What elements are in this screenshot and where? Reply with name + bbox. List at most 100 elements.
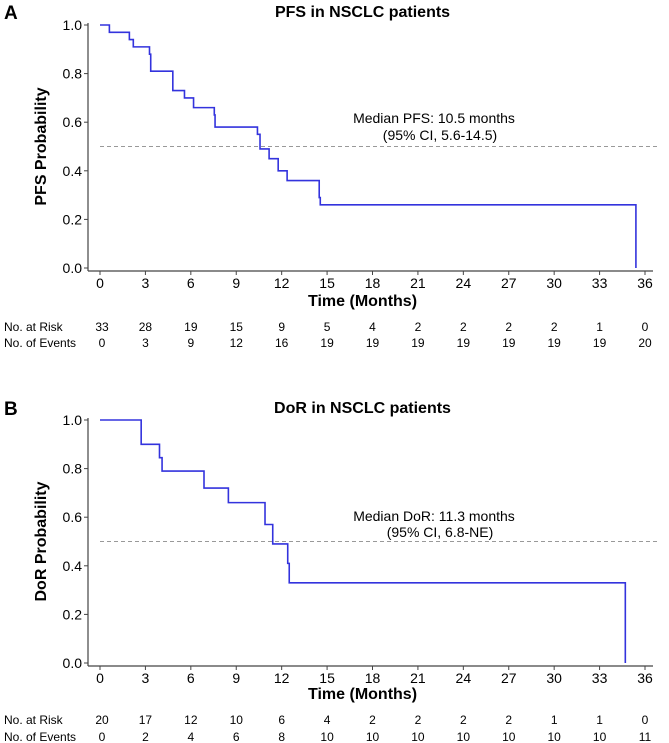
risk-value: 19 — [366, 336, 380, 350]
risk-value: 0 — [99, 336, 106, 350]
survival-curve — [100, 24, 637, 268]
risk-value: 19 — [547, 336, 561, 350]
x-axis-label: Time (Months) — [308, 686, 417, 703]
risk-value: 2 — [551, 320, 558, 334]
risk-value: 2 — [460, 320, 467, 334]
risk-row-label: No. of Events — [4, 336, 76, 350]
x-tick-label: 24 — [456, 670, 472, 686]
panel-a: A PFS in NSCLC patients 0.0 0.2 0.4 0.6 0.8 1.0… — [4, 3, 657, 350]
panel-label: B — [4, 399, 18, 420]
risk-value: 9 — [187, 336, 194, 350]
y-tick-label: 0.0 — [63, 260, 83, 276]
risk-value: 10 — [411, 730, 425, 743]
x-tick-label: 6 — [187, 275, 195, 291]
x-tick-label: 36 — [637, 670, 653, 686]
x-tick-label: 3 — [142, 670, 150, 686]
x-tick-label: 9 — [232, 275, 240, 291]
risk-value: 20 — [95, 713, 109, 727]
risk-value: 4 — [324, 713, 331, 727]
median-ci-annotation: (95% CI, 6.8-NE) — [387, 524, 494, 540]
x-tick-label: 15 — [319, 275, 335, 291]
y-tick-label: 0.2 — [63, 606, 83, 622]
x-tick-label: 30 — [546, 275, 562, 291]
risk-value: 15 — [230, 320, 244, 334]
y-tick-label: 0.8 — [63, 66, 83, 82]
x-tick-label: 12 — [274, 275, 290, 291]
x-tick-label: 12 — [274, 670, 290, 686]
risk-value: 10 — [366, 730, 380, 743]
x-tick-label: 36 — [637, 275, 653, 291]
risk-value: 19 — [593, 336, 607, 350]
x-tick-label: 21 — [410, 670, 426, 686]
panel-b: B DoR in NSCLC patients 0.0 0.2 0.4 0.6 0.8 1.0… — [4, 399, 657, 743]
x-tick-label: 18 — [365, 670, 381, 686]
risk-row-label: No. of Events — [4, 730, 76, 743]
y-axis-label: PFS Probability — [33, 87, 50, 205]
x-tick-label: 0 — [96, 670, 104, 686]
chart-title: PFS in NSCLC patients — [275, 4, 450, 21]
x-tick-label: 33 — [592, 275, 608, 291]
y-tick-label: 1.0 — [63, 412, 83, 428]
risk-value: 0 — [99, 730, 106, 743]
y-tick-label: 0.8 — [63, 461, 83, 477]
x-tick-label: 24 — [456, 275, 472, 291]
risk-value: 3 — [142, 336, 149, 350]
x-tick-label: 21 — [410, 275, 426, 291]
y-tick-label: 1.0 — [63, 17, 83, 33]
x-tick-label: 33 — [592, 670, 608, 686]
y-tick-label: 0.4 — [63, 558, 83, 574]
x-tick-label: 6 — [187, 670, 195, 686]
y-tick-label: 0.4 — [63, 163, 83, 179]
median-annotation: Median DoR: 11.3 months — [353, 508, 515, 524]
x-tick-label: 9 — [232, 670, 240, 686]
panel-label: A — [4, 3, 18, 24]
risk-value: 1 — [596, 320, 603, 334]
y-axis-label: DoR Probability — [33, 481, 50, 601]
risk-value: 19 — [457, 336, 471, 350]
risk-value: 10 — [547, 730, 561, 743]
risk-value: 6 — [278, 713, 285, 727]
risk-value: 10 — [502, 730, 516, 743]
x-tick-label: 0 — [96, 275, 104, 291]
risk-value: 2 — [415, 320, 422, 334]
x-tick-label: 27 — [501, 670, 517, 686]
risk-row-label: No. at Risk — [4, 320, 64, 334]
risk-value: 4 — [187, 730, 194, 743]
risk-value: 10 — [593, 730, 607, 743]
risk-value: 33 — [95, 320, 109, 334]
risk-value: 28 — [139, 320, 153, 334]
x-tick-label: 3 — [142, 275, 150, 291]
risk-value: 9 — [278, 320, 285, 334]
risk-value: 4 — [369, 320, 376, 334]
risk-value: 10 — [457, 730, 471, 743]
risk-value: 2 — [505, 713, 512, 727]
risk-value: 1 — [551, 713, 558, 727]
risk-value: 2 — [505, 320, 512, 334]
y-tick-label: 0.0 — [63, 655, 83, 671]
risk-value: 0 — [642, 713, 649, 727]
risk-value: 5 — [324, 320, 331, 334]
y-tick-label: 0.6 — [63, 509, 83, 525]
risk-value: 12 — [230, 336, 244, 350]
x-tick-label: 30 — [546, 670, 562, 686]
risk-value: 19 — [502, 336, 516, 350]
y-tick-label: 0.2 — [63, 211, 83, 227]
x-tick-label: 15 — [319, 670, 335, 686]
risk-value: 19 — [320, 336, 334, 350]
median-ci-annotation: (95% CI, 5.6-14.5) — [383, 127, 497, 143]
chart-title: DoR in NSCLC patients — [274, 400, 451, 417]
risk-row-label: No. at Risk — [4, 713, 64, 727]
y-tick-label: 0.6 — [63, 114, 83, 130]
risk-value: 2 — [460, 713, 467, 727]
risk-value: 10 — [320, 730, 334, 743]
x-tick-label: 27 — [501, 275, 517, 291]
risk-value: 2 — [415, 713, 422, 727]
median-annotation: Median PFS: 10.5 months — [353, 110, 515, 126]
risk-value: 19 — [184, 320, 198, 334]
risk-value: 1 — [596, 713, 603, 727]
risk-value: 12 — [184, 713, 198, 727]
risk-value: 6 — [233, 730, 240, 743]
risk-value: 0 — [642, 320, 649, 334]
risk-value: 17 — [139, 713, 153, 727]
